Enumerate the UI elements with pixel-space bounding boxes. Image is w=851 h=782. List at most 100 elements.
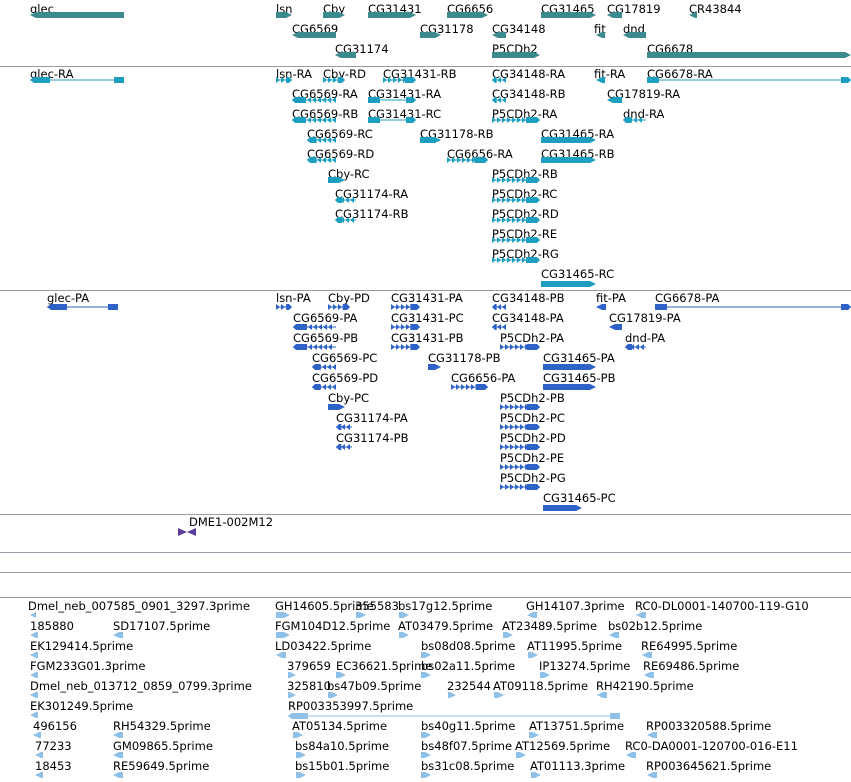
feature-label-cby-pc[interactable]: Cby-PC xyxy=(328,391,370,405)
feature-glyph-dmel-neb-013712-0859-0799-3prime[interactable] xyxy=(30,691,40,699)
feature-glyph-355583[interactable] xyxy=(356,611,368,619)
feature-glyph-cg31174-pa[interactable] xyxy=(336,423,354,431)
feature-label-at13751-5prime[interactable]: AT13751.5prime xyxy=(529,719,625,733)
feature-label-p5cdh2-pe[interactable]: P5CDh2-PE xyxy=(500,451,565,465)
feature-label-cg31431-ra[interactable]: CG31431-RA xyxy=(368,87,442,101)
feature-label-gm09865-5prime[interactable]: GM09865.5prime xyxy=(113,739,213,753)
feature-label-18453[interactable]: 18453 xyxy=(35,759,72,773)
feature-glyph-glec-ra[interactable] xyxy=(30,76,126,84)
feature-label-dmel-neb-007585-0901-3297-3prime[interactable]: Dmel_neb_007585_0901_3297.3prime xyxy=(28,599,250,613)
feature-glyph-ek129414-5prime[interactable] xyxy=(30,651,40,659)
feature-glyph-rc0-da0001-120700-016-e11[interactable] xyxy=(626,751,638,759)
feature-label-at11995-5prime[interactable]: AT11995.5prime xyxy=(527,639,623,653)
feature-glyph-cby-pc[interactable] xyxy=(328,403,347,411)
feature-glyph-cg6656-pa[interactable] xyxy=(451,383,490,391)
feature-label-p5cdh2-pg[interactable]: P5CDh2-PG xyxy=(500,471,566,485)
feature-glyph-496156[interactable] xyxy=(33,731,43,739)
feature-glyph-gh14605-5prime[interactable] xyxy=(276,611,292,619)
feature-glyph-cg6569-pb[interactable] xyxy=(293,343,338,351)
feature-label-cg31174-rb[interactable]: CG31174-RB xyxy=(335,207,409,221)
feature-glyph-cg6569-rb[interactable] xyxy=(292,116,338,124)
feature-label-p5cdh2-rc[interactable]: P5CDh2-RC xyxy=(492,187,558,201)
feature-glyph-cg6678[interactable] xyxy=(647,51,851,59)
feature-label-cg6569-ra[interactable]: CG6569-RA xyxy=(292,87,358,101)
feature-glyph-cg17819-ra[interactable] xyxy=(607,96,624,104)
feature-glyph-bs48f07-5prime[interactable] xyxy=(421,751,433,759)
feature-label-cg31431-rb[interactable]: CG31431-RB xyxy=(383,67,457,81)
feature-label-ek129414-5prime[interactable]: EK129414.5prime xyxy=(30,639,134,653)
feature-glyph-cg31465-pb[interactable] xyxy=(543,383,598,391)
feature-label-cby-rd[interactable]: Cby-RD xyxy=(323,67,366,81)
feature-glyph-rh54329-5prime[interactable] xyxy=(113,731,125,739)
feature-label-fit[interactable]: fit xyxy=(594,22,606,36)
feature-label-cg6678-pa[interactable]: CG6678-PA xyxy=(655,291,720,305)
feature-label-lsn-pa[interactable]: lsn-PA xyxy=(276,291,311,305)
feature-glyph-cg31465-rb[interactable] xyxy=(541,156,598,164)
feature-glyph-p5cdh2-pg[interactable] xyxy=(500,483,542,491)
feature-glyph-cg31465-pc[interactable] xyxy=(543,504,584,512)
feature-label-glec-pa[interactable]: glec-PA xyxy=(47,291,90,305)
feature-label-rh42190-5prime[interactable]: RH42190.5prime xyxy=(596,679,694,693)
feature-label-bs17g12-5prime[interactable]: bs17g12.5prime xyxy=(398,599,493,613)
feature-glyph-fit[interactable] xyxy=(596,31,607,39)
feature-glyph-cg31431-pa[interactable] xyxy=(391,303,422,311)
feature-label-fgm233g01-3prime[interactable]: FGM233G01.3prime xyxy=(30,659,146,673)
feature-glyph-cg31174-ra[interactable] xyxy=(335,196,358,204)
feature-glyph-p5cdh2-pd[interactable] xyxy=(500,443,542,451)
feature-glyph-bs15b01-5prime[interactable] xyxy=(296,771,308,779)
feature-label-cg6569-pb[interactable]: CG6569-PB xyxy=(293,331,359,345)
feature-glyph-gh14107-3prime[interactable] xyxy=(527,611,539,619)
feature-label-at23489-5prime[interactable]: AT23489.5prime xyxy=(502,619,598,633)
feature-glyph-ld03422-5prime[interactable] xyxy=(276,651,288,659)
feature-label-cg31431-pb[interactable]: CG31431-PB xyxy=(391,331,464,345)
feature-label-dmel-neb-013712-0859-0799-3prime[interactable]: Dmel_neb_013712_0859_0799.3prime xyxy=(30,679,252,693)
feature-label-re59649-5prime[interactable]: RE59649.5prime xyxy=(113,759,210,773)
feature-glyph-bs17g12-5prime[interactable] xyxy=(399,611,411,619)
feature-label-dnd-pa[interactable]: dnd-PA xyxy=(625,331,666,345)
feature-label-ip13274-5prime[interactable]: IP13274.5prime xyxy=(539,659,631,673)
feature-label-cg34148-pb[interactable]: CG34148-PB xyxy=(492,291,565,305)
feature-glyph-232544[interactable] xyxy=(448,691,458,699)
feature-label-ec36621-5prime[interactable]: EC36621.5prime xyxy=(336,659,433,673)
feature-glyph-gm09865-5prime[interactable] xyxy=(113,751,125,759)
feature-label-bs47b09-5prime[interactable]: bs47b09.5prime xyxy=(327,679,422,693)
feature-glyph-glec[interactable] xyxy=(30,11,126,19)
feature-glyph-cr43844[interactable] xyxy=(689,11,699,19)
feature-glyph-cg6569-rd[interactable] xyxy=(307,156,338,164)
feature-glyph-cg31431-pb[interactable] xyxy=(391,343,422,351)
feature-glyph-cg6569[interactable] xyxy=(292,31,338,39)
feature-glyph-fgm104d12-5prime[interactable] xyxy=(276,631,292,639)
feature-label-ld03422-5prime[interactable]: LD03422.5prime xyxy=(275,639,372,653)
feature-glyph-cg6678-pa[interactable] xyxy=(655,303,851,311)
feature-glyph-p5cdh2-pe[interactable] xyxy=(500,463,542,471)
feature-label-cg31431-pc[interactable]: CG31431-PC xyxy=(391,311,464,325)
feature-label-lsn-ra[interactable]: lsn-RA xyxy=(276,67,313,81)
feature-glyph-dnd-pa[interactable] xyxy=(625,343,648,351)
feature-glyph-cg31431-rb[interactable] xyxy=(383,76,418,84)
feature-glyph-cg31431-ra[interactable] xyxy=(368,96,418,104)
feature-glyph-379659[interactable] xyxy=(288,671,298,679)
feature-label-cby-pd[interactable]: Cby-PD xyxy=(328,291,370,305)
feature-glyph-cby-rd[interactable] xyxy=(323,76,347,84)
feature-glyph-cg31174-rb[interactable] xyxy=(335,216,358,224)
feature-glyph-cby[interactable] xyxy=(323,11,347,19)
feature-label-re64995-5prime[interactable]: RE64995.5prime xyxy=(641,639,738,653)
feature-label-p5cdh2-pd[interactable]: P5CDh2-PD xyxy=(500,431,566,445)
feature-label-cg17819-pa[interactable]: CG17819-PA xyxy=(609,311,681,325)
feature-label-rc0-dl0001-140700-119-g10[interactable]: RC0-DL0001-140700-119-G10 xyxy=(635,599,809,613)
feature-label-cg6678-ra[interactable]: CG6678-RA xyxy=(647,67,713,81)
feature-glyph-p5cdh2-rd[interactable] xyxy=(492,216,542,224)
feature-label-cg6569-pd[interactable]: CG6569-PD xyxy=(312,371,379,385)
feature-glyph-cg17819-pa[interactable] xyxy=(609,323,624,331)
feature-label-cg31174-pa[interactable]: CG31174-PA xyxy=(336,411,408,425)
feature-glyph-ek301249-5prime[interactable] xyxy=(30,711,40,719)
feature-glyph-cg6569-pc[interactable] xyxy=(312,363,338,371)
feature-label-gh14605-5prime[interactable]: GH14605.5prime xyxy=(275,599,374,613)
feature-glyph-p5cdh2-rg[interactable] xyxy=(492,256,542,264)
feature-label-cg31465-pb[interactable]: CG31465-PB xyxy=(543,371,616,385)
feature-label-cg34148-ra[interactable]: CG34148-RA xyxy=(492,67,566,81)
feature-glyph-325810[interactable] xyxy=(288,691,298,699)
feature-glyph-dmel-neb-007585-0901-3297-3prime[interactable] xyxy=(30,611,38,619)
feature-glyph-fit-ra[interactable] xyxy=(596,76,607,84)
feature-glyph-at11995-5prime[interactable] xyxy=(528,651,540,659)
